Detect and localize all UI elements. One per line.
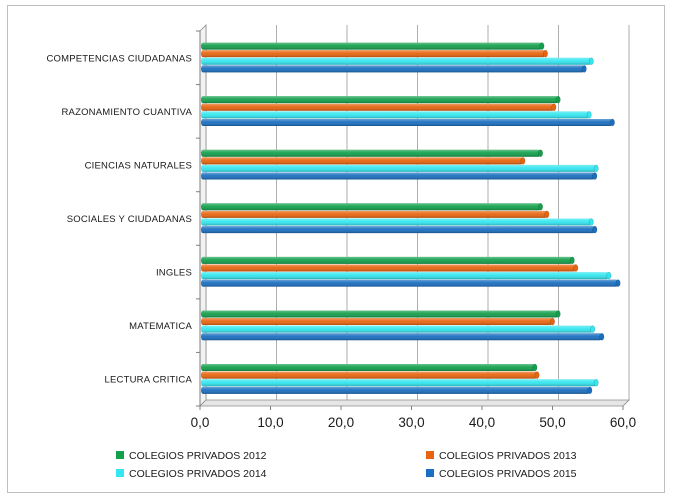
bar-shade bbox=[201, 325, 593, 333]
chart-svg: LECTURA CRITICA MATEMATICA INGLES SOCIALES … bbox=[46, 24, 637, 480]
bar-shade bbox=[201, 118, 613, 126]
x-tick-label: 40,0 bbox=[469, 415, 495, 430]
bar-cap bbox=[606, 271, 612, 280]
bar-shade bbox=[201, 111, 590, 119]
category-label: RAZONAMIENTO CUANTIVA bbox=[61, 107, 192, 118]
bar-cap bbox=[587, 386, 593, 395]
bar-shade bbox=[201, 218, 592, 226]
bar-cap bbox=[539, 42, 545, 50]
x-tick-label: 0,0 bbox=[191, 415, 210, 430]
bar-shade bbox=[201, 210, 547, 218]
bar-shade bbox=[201, 149, 541, 157]
bar-shade bbox=[201, 103, 554, 111]
bar-cap bbox=[615, 279, 621, 287]
bar-cap bbox=[593, 378, 599, 387]
bar-cap bbox=[555, 95, 561, 104]
bar-shade bbox=[201, 310, 559, 318]
bar-shade bbox=[201, 364, 535, 372]
legend: COLEGIOS PRIVADOS 2012 COLEGIOS PRIVADOS … bbox=[116, 450, 577, 480]
bar-cap bbox=[599, 332, 605, 341]
bar-cap bbox=[551, 103, 557, 112]
bar-cap bbox=[581, 65, 587, 73]
x-tick-label: 30,0 bbox=[398, 415, 424, 430]
bar-cap bbox=[532, 363, 538, 372]
bar-shade bbox=[201, 226, 595, 234]
bar-cap bbox=[550, 317, 555, 326]
bar-cap bbox=[573, 264, 579, 272]
bar-cap bbox=[592, 172, 598, 180]
bar-shade bbox=[201, 333, 602, 341]
bar-shade bbox=[201, 164, 597, 172]
legend-swatch bbox=[116, 451, 124, 459]
bar-cap bbox=[544, 210, 550, 219]
category-label: SOCIALES Y CIUDADANAS bbox=[67, 214, 192, 225]
bar-cap bbox=[534, 371, 540, 379]
x-tick-labels: 0,0 10,0 20,0 30,0 40,0 50,0 60,0 bbox=[191, 415, 637, 430]
bar-shade bbox=[201, 65, 585, 73]
bar-cap bbox=[588, 57, 594, 66]
bar-shade bbox=[201, 386, 590, 394]
x-tick-label: 60,0 bbox=[610, 415, 636, 430]
bar-shade bbox=[201, 157, 523, 165]
chart-frame: LECTURA CRITICA MATEMATICA INGLES SOCIALES … bbox=[7, 5, 665, 493]
bar-cap bbox=[538, 203, 543, 211]
x-tick-label: 50,0 bbox=[539, 415, 565, 430]
category-label: COMPETENCIAS CIUDADANAS bbox=[46, 53, 192, 64]
bar-cap bbox=[586, 111, 592, 119]
bar-cap bbox=[569, 256, 575, 265]
bar-cap bbox=[593, 164, 599, 173]
bar-cap bbox=[609, 118, 615, 127]
category-label: MATEMATICA bbox=[129, 321, 192, 332]
bar-shade bbox=[201, 379, 597, 387]
bar-shade bbox=[201, 318, 553, 326]
category-labels: LECTURA CRITICA MATEMATICA INGLES SOCIALES … bbox=[46, 53, 192, 385]
bar-shade bbox=[201, 279, 619, 287]
bar-shade bbox=[201, 50, 546, 58]
legend-swatch bbox=[426, 451, 434, 459]
bars bbox=[201, 42, 621, 395]
legend-label: COLEGIOS PRIVADOS 2014 bbox=[129, 468, 267, 480]
bar-shade bbox=[201, 256, 573, 264]
bar-shade bbox=[201, 42, 542, 50]
legend-swatch bbox=[426, 469, 434, 477]
bar-shade bbox=[201, 203, 541, 211]
bar-cap bbox=[590, 325, 596, 333]
category-label: INGLES bbox=[156, 268, 192, 279]
bar-shade bbox=[201, 371, 537, 379]
bar-cap bbox=[555, 310, 561, 318]
bar-cap bbox=[588, 218, 594, 226]
legend-label: COLEGIOS PRIVADOS 2015 bbox=[439, 468, 577, 480]
bar-cap bbox=[538, 149, 543, 157]
bar-cap bbox=[592, 225, 598, 234]
legend-swatch bbox=[116, 469, 124, 477]
bar-shade bbox=[201, 57, 592, 65]
bar-shade bbox=[201, 96, 559, 104]
legend-label: COLEGIOS PRIVADOS 2012 bbox=[129, 450, 267, 462]
x-tick-label: 10,0 bbox=[257, 415, 283, 430]
legend-label: COLEGIOS PRIVADOS 2013 bbox=[439, 450, 577, 462]
bar-shade bbox=[201, 264, 576, 272]
bar-cap bbox=[520, 157, 526, 165]
x-tick-label: 20,0 bbox=[328, 415, 354, 430]
floor bbox=[199, 399, 630, 407]
bar-cap bbox=[543, 49, 548, 58]
category-label: CIENCIAS NATURALES bbox=[85, 160, 192, 171]
bar-shade bbox=[201, 172, 595, 180]
bar-shade bbox=[201, 272, 609, 280]
category-label: LECTURA CRITICA bbox=[105, 375, 193, 386]
